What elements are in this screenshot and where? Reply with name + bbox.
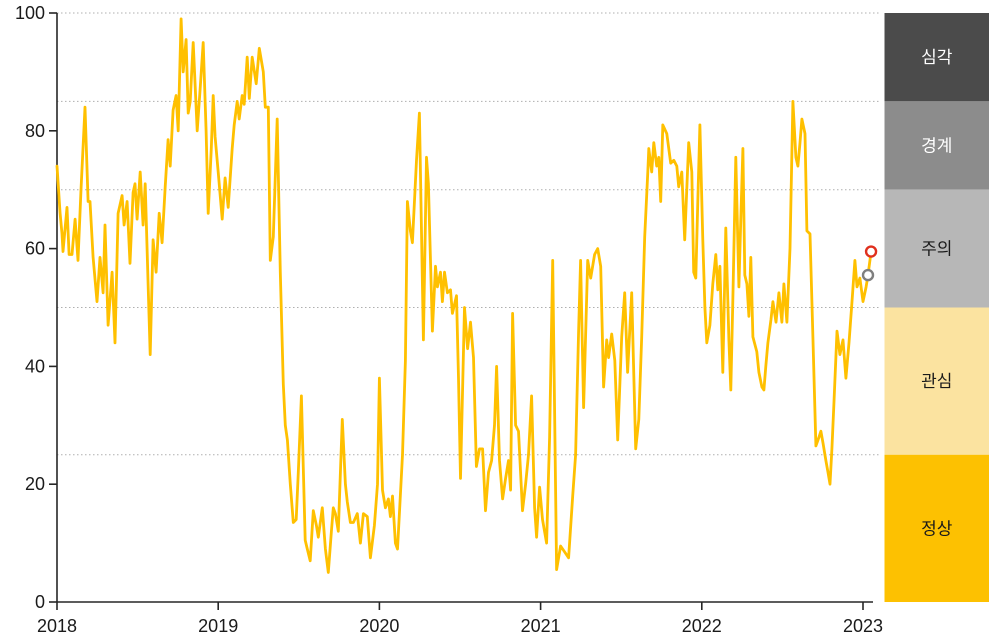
- y-tick-label: 0: [35, 592, 45, 612]
- y-tick-label: 80: [25, 121, 45, 141]
- x-tick-label: 2021: [521, 616, 561, 636]
- band-label: 관심: [921, 372, 952, 391]
- previous-value-marker: [861, 268, 875, 282]
- band-주의: [884, 189, 989, 308]
- latest-value-marker: [864, 245, 878, 258]
- y-tick-label: 60: [25, 239, 45, 259]
- marker-layer: [861, 245, 878, 282]
- band-label: 경계: [921, 137, 952, 156]
- axis-layer: [49, 12, 873, 610]
- x-tick-label: 2018: [37, 616, 77, 636]
- x-tick-label: 2019: [198, 616, 238, 636]
- series-index: [55, 17, 873, 574]
- band-layer: [884, 13, 989, 602]
- x-tick-label: 2020: [359, 616, 399, 636]
- y-tick-label: 100: [15, 3, 45, 23]
- band-label: 정상: [921, 519, 953, 538]
- band-label: 심각: [921, 48, 953, 67]
- x-tick-label: 2022: [682, 616, 722, 636]
- series-layer: [55, 17, 873, 574]
- band-관심: [884, 307, 989, 455]
- band-심각: [884, 13, 989, 102]
- band-정상: [884, 454, 989, 602]
- y-tick-label: 40: [25, 356, 45, 376]
- band-경계: [884, 101, 989, 190]
- x-tick-label: 2023: [843, 616, 883, 636]
- band-label: 주의: [921, 240, 952, 259]
- y-tick-label: 20: [25, 474, 45, 494]
